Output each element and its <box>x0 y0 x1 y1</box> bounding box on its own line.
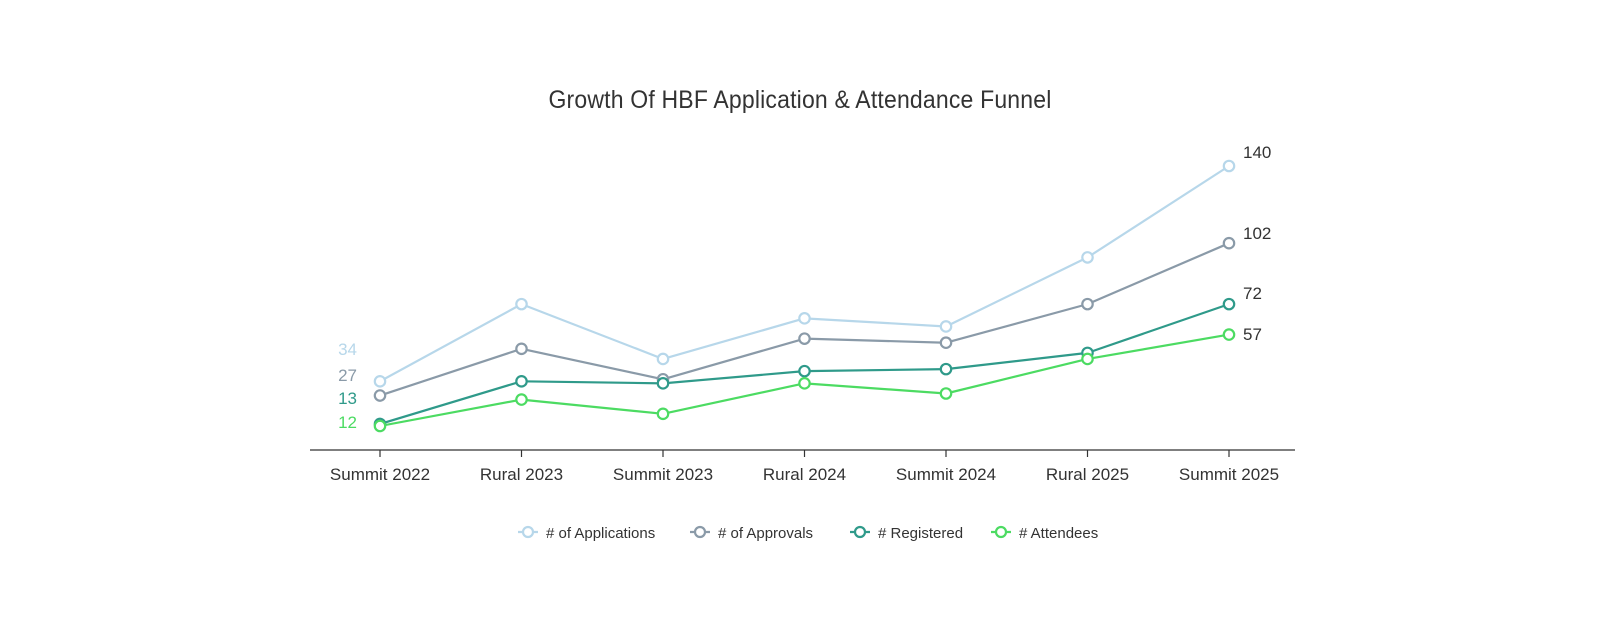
data-label-last: 140 <box>1243 143 1271 162</box>
legend-marker[interactable] <box>693 525 707 539</box>
data-label-last: 102 <box>1243 224 1271 243</box>
data-point[interactable] <box>939 362 953 376</box>
data-point[interactable] <box>798 332 811 345</box>
data-label-first: 34 <box>338 340 357 359</box>
data-point[interactable] <box>373 375 387 388</box>
data-point[interactable] <box>1222 236 1236 250</box>
x-tick-label: Summit 2023 <box>613 465 713 484</box>
data-point[interactable] <box>1081 251 1094 264</box>
chart-title: Growth Of HBF Application & Attendance F… <box>548 86 1052 114</box>
data-point[interactable] <box>798 377 811 390</box>
x-tick-label: Summit 2024 <box>896 465 996 484</box>
data-point[interactable] <box>939 320 953 333</box>
data-point[interactable] <box>515 342 528 356</box>
data-point[interactable] <box>939 336 953 350</box>
data-point[interactable] <box>656 352 670 366</box>
data-point[interactable] <box>1222 159 1236 173</box>
data-point[interactable] <box>1222 297 1236 311</box>
x-tick-label: Rural 2024 <box>763 465 846 484</box>
legend-marker[interactable] <box>853 525 867 539</box>
legend-marker[interactable] <box>521 525 535 539</box>
data-point[interactable] <box>1081 352 1094 366</box>
data-label-last: 57 <box>1243 325 1262 344</box>
data-point[interactable] <box>373 389 387 402</box>
data-label-first: 12 <box>338 413 357 432</box>
legend-label[interactable]: # Registered <box>878 525 963 542</box>
legend-label[interactable]: # of Approvals <box>718 525 813 542</box>
data-point[interactable] <box>515 297 528 311</box>
data-point[interactable] <box>515 393 528 406</box>
data-point[interactable] <box>373 419 387 433</box>
legend-label[interactable]: # of Applications <box>546 525 655 542</box>
data-label-last: 72 <box>1243 284 1262 303</box>
x-tick-label: Summit 2022 <box>330 465 430 484</box>
x-tick-label: Summit 2025 <box>1179 465 1279 484</box>
x-tick-label: Rural 2025 <box>1046 465 1129 484</box>
data-point[interactable] <box>1222 328 1236 341</box>
data-point[interactable] <box>798 364 811 378</box>
legend-label[interactable]: # Attendees <box>1019 525 1098 542</box>
data-point[interactable] <box>515 375 528 388</box>
legend-marker[interactable] <box>994 525 1008 539</box>
data-point[interactable] <box>1081 297 1094 311</box>
data-point[interactable] <box>656 407 670 421</box>
x-tick-label: Rural 2023 <box>480 465 563 484</box>
data-label-first: 27 <box>338 366 357 385</box>
data-label-first: 13 <box>338 389 357 408</box>
data-point[interactable] <box>798 312 811 325</box>
data-point[interactable] <box>656 377 670 390</box>
data-point[interactable] <box>939 387 953 400</box>
